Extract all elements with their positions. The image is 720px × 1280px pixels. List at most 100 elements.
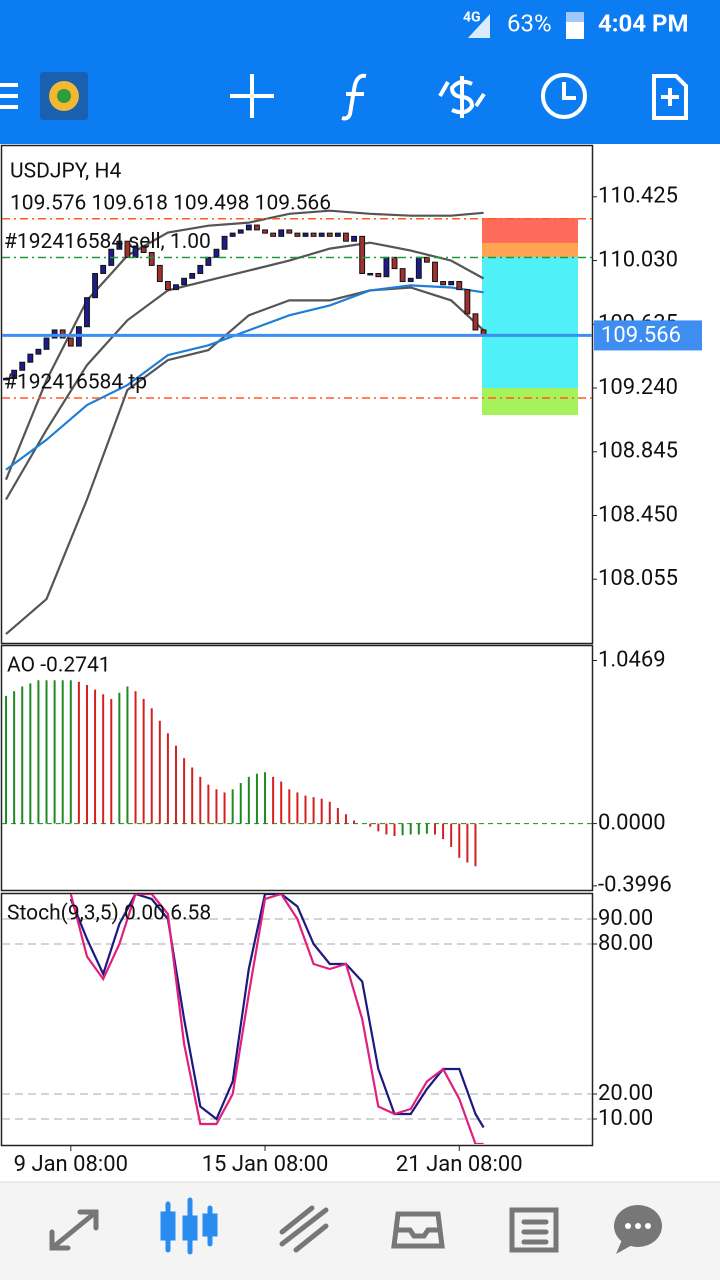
crosshair-button[interactable] — [230, 74, 274, 118]
candle — [67, 337, 74, 347]
plot-area — [2, 894, 592, 1144]
indicators-button[interactable] — [341, 73, 367, 121]
network: 4G — [463, 10, 481, 26]
candle — [423, 256, 430, 263]
price-tag — [594, 320, 702, 351]
trade-button[interactable] — [438, 76, 486, 118]
candle — [173, 284, 179, 291]
position-zones — [482, 218, 578, 415]
candle — [148, 251, 155, 266]
news-tab[interactable] — [509, 1207, 559, 1253]
ao-bar — [207, 784, 210, 824]
ao-bar — [110, 698, 113, 824]
y-tick-label: 20.00 — [598, 1081, 653, 1106]
ao-bar — [433, 823, 436, 835]
ao-bar — [5, 695, 8, 824]
candle — [27, 353, 34, 363]
ao-bar — [474, 823, 477, 867]
x-tick-label: 9 Jan 08:00 — [14, 1152, 128, 1177]
ao-bar — [328, 801, 331, 824]
ao-bar — [336, 808, 339, 824]
ao-bar — [296, 792, 299, 824]
candle — [270, 232, 277, 237]
candle — [294, 232, 301, 237]
candle — [343, 232, 349, 242]
ao-bar — [53, 680, 56, 824]
indicator-line — [69, 894, 485, 1129]
new-order-button[interactable] — [652, 74, 688, 120]
candle — [399, 268, 406, 283]
candle — [140, 245, 147, 253]
ao-bar — [142, 698, 145, 824]
ao-bar — [21, 686, 24, 824]
ao-bar — [353, 820, 356, 824]
ao-title: AO -0.2741 — [7, 654, 111, 678]
plot-area — [2, 680, 592, 867]
trade-label: #192416584 tp — [4, 371, 147, 395]
candle — [359, 235, 366, 274]
trade-tab[interactable] — [279, 1205, 329, 1253]
candle — [464, 289, 471, 315]
candle — [351, 235, 357, 242]
price-panel — [0, 144, 594, 645]
candle — [124, 240, 131, 258]
candle — [221, 235, 228, 250]
ao-bar — [102, 694, 105, 824]
ao-bar — [166, 733, 169, 824]
menu-button[interactable] — [0, 83, 18, 109]
history-button[interactable] — [541, 73, 587, 119]
chat-tab[interactable] — [614, 1205, 662, 1254]
x-tick-label: 21 Jan 08:00 — [396, 1152, 523, 1177]
app-logo[interactable] — [40, 72, 88, 120]
y-tick-label: 1.0469 — [598, 647, 666, 672]
y-tick-label: 108.055 — [598, 566, 678, 591]
ao-bar — [118, 692, 121, 824]
y-tick-label: 10.00 — [598, 1106, 653, 1131]
ao-bar — [288, 789, 291, 824]
ao-bar — [231, 789, 234, 824]
battery-level: 63% — [507, 9, 552, 37]
quotes-tab[interactable] — [49, 1209, 99, 1251]
ao-bar — [442, 823, 445, 840]
candle — [229, 232, 236, 237]
ao-bar — [369, 823, 372, 827]
ao-bar — [215, 789, 218, 824]
ao-bar — [191, 767, 194, 824]
candle — [197, 264, 204, 274]
candle — [472, 313, 479, 331]
plot-area — [2, 209, 592, 635]
candle — [326, 232, 333, 237]
ao-bar — [61, 680, 64, 824]
candle — [278, 229, 285, 237]
x-tick-label: 15 Jan 08:00 — [202, 1152, 329, 1177]
candle — [310, 232, 317, 237]
candle — [35, 348, 42, 355]
candle — [156, 264, 163, 283]
candle — [84, 297, 90, 328]
indicator-line — [69, 894, 484, 1144]
candle — [237, 229, 244, 234]
y-tick-label: 80.00 — [598, 931, 653, 956]
ao-bar — [393, 823, 396, 837]
ao-bar — [247, 776, 250, 824]
candle — [383, 256, 390, 278]
y-tick-label: 0.0000 — [598, 810, 666, 835]
y-tick-label: -0.3996 — [598, 873, 672, 898]
stoch-title: Stoch(9,3,5) 0.00 6.58 — [7, 902, 211, 926]
signal-icon — [468, 14, 490, 38]
ao-bar — [377, 823, 380, 832]
ao-bar — [450, 823, 453, 847]
ao-bar — [29, 683, 32, 824]
ao-bar — [385, 823, 388, 835]
indicator-line — [5, 286, 485, 635]
ao-bar — [134, 691, 137, 824]
symbol-title: USDJPY, H4 — [10, 160, 121, 184]
candle — [213, 248, 220, 258]
ao-bar — [304, 795, 307, 824]
candle — [367, 272, 374, 276]
ao-bar — [255, 773, 258, 824]
chart-tab[interactable] — [160, 1197, 218, 1255]
history-tab[interactable] — [391, 1211, 445, 1249]
